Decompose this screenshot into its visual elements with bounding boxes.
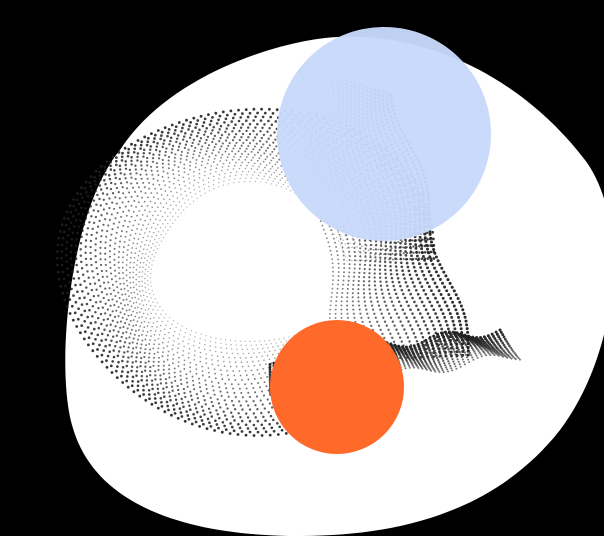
orange-circle-icon <box>270 320 404 454</box>
blue-circle-icon <box>277 27 491 241</box>
